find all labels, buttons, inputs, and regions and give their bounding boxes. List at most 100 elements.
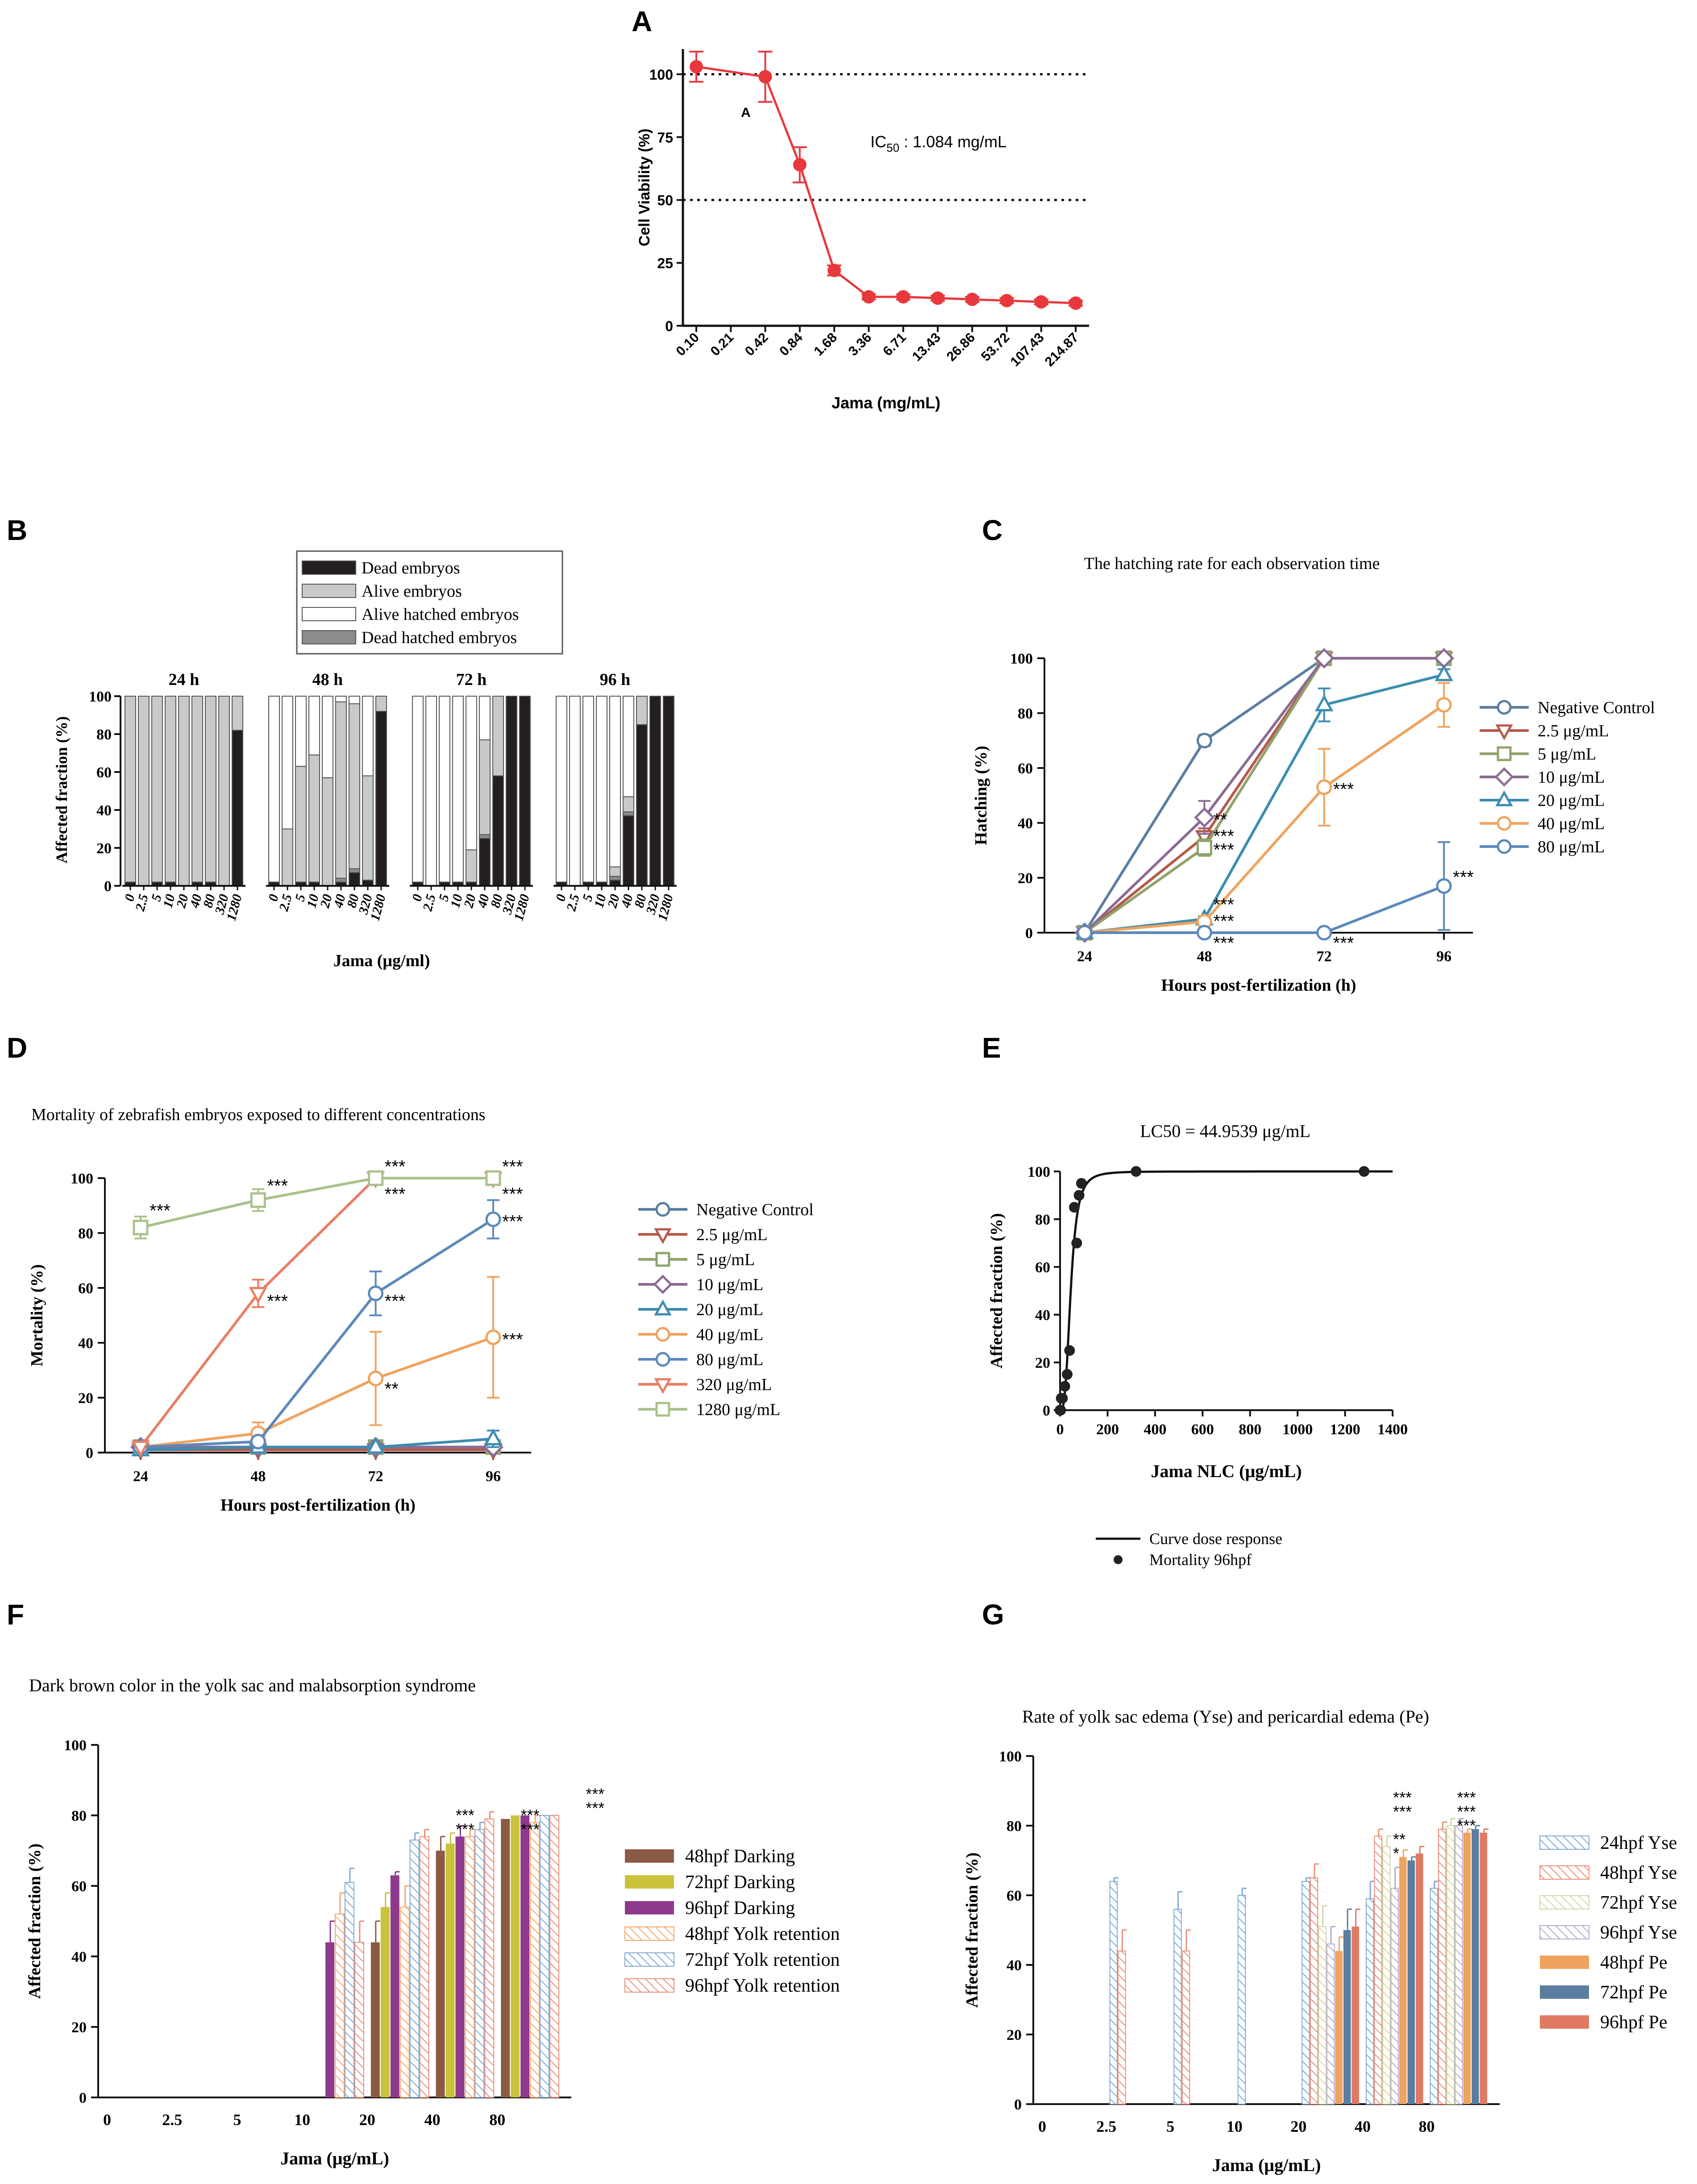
bar	[1302, 1881, 1310, 2105]
chart-title: The hatching rate for each observation t…	[1084, 554, 1380, 573]
x-tick-label: 40	[424, 2111, 441, 2129]
series-line	[140, 1437, 494, 1451]
legend-label: 2.5 μg/mL	[1538, 722, 1609, 740]
x-tick-label: 26.86	[944, 330, 978, 364]
legend-swatch	[1539, 1925, 1589, 1939]
bar-segment-alive	[375, 696, 387, 712]
bar	[445, 1844, 455, 2097]
bar	[1109, 1881, 1118, 2105]
panel-c-chart: 0 20 40 60 80 100 24 48 72 96 Hours post-fertiliza…	[972, 554, 1655, 995]
legend-label: 48hpf Pe	[1600, 1952, 1668, 1973]
bar	[1335, 1951, 1343, 2104]
y-axis-title: Cell Viability (%)	[636, 129, 653, 246]
x-tick-label: 10	[1227, 2118, 1243, 2135]
significance-mark: ***	[1333, 780, 1354, 799]
legend-label: 72hpf Pe	[1600, 1982, 1668, 2003]
data-point	[828, 264, 841, 277]
bar	[1407, 1860, 1415, 2104]
bar	[1471, 1829, 1479, 2104]
x-tick-label: 600	[1191, 1421, 1214, 1438]
bar-segment-alive	[232, 696, 243, 731]
x-tick-label: 72	[368, 1468, 383, 1485]
bar	[1454, 1825, 1463, 2105]
legend-marker	[1495, 724, 1513, 740]
bar-segment-dead	[663, 696, 674, 886]
x-tick-label: 1000	[1282, 1421, 1313, 1438]
panel-label-b: B	[7, 514, 27, 546]
legend-marker	[1497, 700, 1512, 715]
y-tick-label: 40	[78, 1335, 93, 1352]
x-tick-label: 0.42	[742, 330, 771, 359]
bar	[344, 1882, 354, 2098]
significance-mark: **	[1213, 810, 1227, 830]
x-tick-label: 24	[1077, 948, 1092, 965]
y-tick-label: 80	[78, 1225, 93, 1242]
bar	[1374, 1835, 1382, 2105]
bar	[520, 1815, 530, 2097]
y-tick-label: 100	[649, 66, 673, 83]
x-tick-label: 24	[133, 1468, 148, 1485]
series-line	[1083, 657, 1444, 934]
bar-segment-hatched	[295, 696, 307, 767]
bar-segment-alive	[349, 703, 360, 869]
legend-swatch	[625, 1875, 674, 1889]
bar-segment-deadHatched	[623, 811, 634, 816]
bar-segment-deadHatched	[349, 868, 360, 873]
significance-mark: ***	[1453, 868, 1474, 887]
significance-mark: ***	[586, 1785, 604, 1803]
panel-label-d: D	[7, 1032, 27, 1064]
data-point	[896, 290, 910, 304]
x-axis-title: Hours post-fertilization (h)	[220, 1496, 416, 1515]
panel-d-chart: 0 20 40 60 80 100 24 48 72 96 Hours post-fertiliza…	[28, 1105, 814, 1515]
legend-marker	[654, 1228, 672, 1244]
bar-segment-alive	[623, 796, 634, 813]
x-tick-label: 1400	[1377, 1421, 1408, 1438]
x-axis-title: Jama (μg/ml)	[333, 951, 430, 970]
bar-segment-hatched	[268, 696, 280, 883]
legend-marker	[1497, 746, 1512, 761]
panel-g-chart: Rate of yolk sac edema (Yse) and pericar…	[963, 1707, 1677, 2175]
legend-label: 5 μg/mL	[696, 1250, 755, 1269]
legend-label: Dead embryos	[362, 559, 460, 577]
x-tick-label: 20	[1290, 2118, 1306, 2135]
series-line	[140, 1336, 494, 1449]
data-marker	[1436, 697, 1452, 713]
legend-label: Curve dose response	[1149, 1530, 1282, 1548]
data-marker	[133, 1220, 149, 1236]
dose-response-curve	[1060, 1170, 1393, 1412]
significance-mark: ***	[586, 1799, 604, 1817]
data-point	[862, 290, 876, 304]
bar-segment-hatched	[479, 696, 491, 740]
legend-swatch	[625, 1849, 674, 1863]
bar-segment-alive	[609, 866, 621, 877]
y-tick-label: 0	[665, 318, 673, 334]
bar	[335, 1914, 345, 2098]
legend-marker	[653, 1275, 673, 1294]
bar	[1463, 1832, 1471, 2104]
x-tick-label: 0	[1056, 1421, 1064, 1438]
x-tick-label: 107.43	[1007, 330, 1047, 370]
y-tick-label: 0	[104, 878, 112, 895]
legend-label: 96hpf Yolk retention	[685, 1976, 840, 1996]
significance-mark: ***	[267, 1291, 288, 1311]
significance-mark: ***	[1457, 1816, 1476, 1835]
legend-swatch	[624, 1952, 674, 1967]
legend-label: 5 μg/mL	[1538, 745, 1596, 764]
bar	[399, 1906, 410, 2098]
significance-mark: ***	[502, 1330, 523, 1349]
y-tick-label: 40	[71, 1949, 87, 1965]
x-tick-label: 13.43	[909, 330, 943, 364]
y-tick-label: 80	[1018, 706, 1033, 722]
significance-mark: ***	[1457, 1802, 1476, 1821]
x-tick-label: 10	[294, 2111, 310, 2129]
data-marker	[1077, 925, 1093, 941]
data-point	[1034, 295, 1048, 309]
legend-swatch	[302, 630, 356, 644]
data-marker	[131, 1441, 150, 1457]
x-tick-label: 0.21	[708, 330, 737, 359]
significance-mark: ***	[385, 1157, 406, 1176]
data-marker	[368, 1370, 384, 1387]
bar	[1318, 1926, 1327, 2105]
y-tick-label: 100	[71, 1171, 93, 1187]
